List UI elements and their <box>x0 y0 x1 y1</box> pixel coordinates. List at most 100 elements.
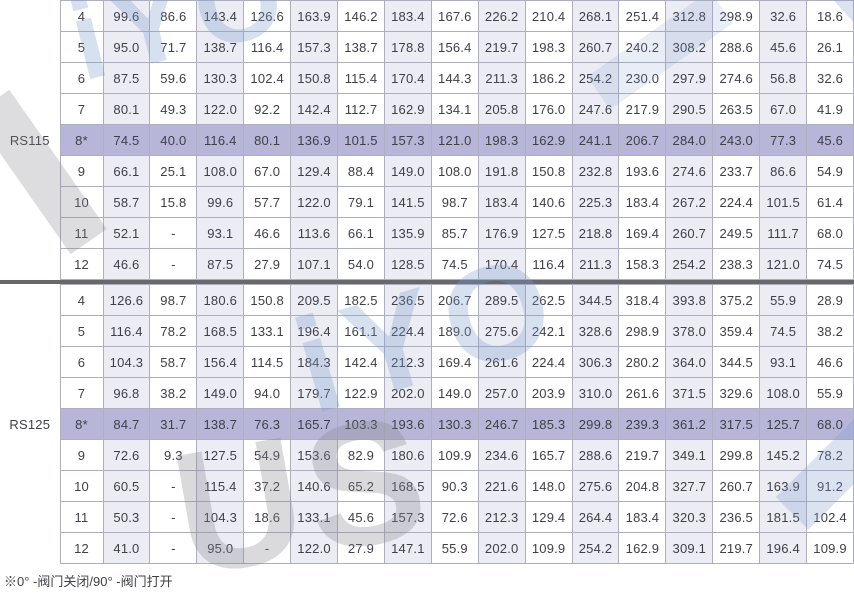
value-cell: 31.7 <box>149 408 198 440</box>
value-cell: 178.8 <box>383 31 432 63</box>
value-cell: 96.8 <box>102 377 151 409</box>
table-row: 5 116.4 78.2 168.5 133.1 196.4 161.1 224.4 189.0… <box>0 315 854 347</box>
table-row: 6 87.5 59.6 130.3 102.4 150.8 115.4 170.4 144.3 2… <box>0 62 854 94</box>
value-cell: 212.3 <box>477 501 526 533</box>
value-cell: 104.3 <box>102 346 151 378</box>
value-cell: 27.9 <box>243 248 292 280</box>
value-cell: 170.4 <box>383 62 432 94</box>
value-cell: 61.4 <box>806 186 854 218</box>
value-cell: 108.0 <box>196 155 245 187</box>
value-cell: 82.9 <box>337 439 385 471</box>
value-cell: 84.7 <box>102 408 151 440</box>
value-cell: 149.0 <box>430 377 479 409</box>
value-cell: 114.5 <box>243 346 292 378</box>
value-cell: 103.3 <box>337 408 385 440</box>
value-cell: 56.8 <box>759 62 808 94</box>
value-cell: 163.9 <box>290 0 339 32</box>
value-cell: 267.2 <box>665 186 714 218</box>
value-cell: - <box>149 532 198 564</box>
size-cell: 4 <box>59 0 104 32</box>
value-cell: 204.8 <box>618 470 667 502</box>
value-cell: 261.6 <box>618 377 667 409</box>
value-cell: - <box>243 532 292 564</box>
value-cell: 189.0 <box>430 315 479 347</box>
table-row: 12 46.6-87.5 27.9 107.1 54.0 128.5 74.5 170.4 11… <box>0 248 854 280</box>
value-cell: 249.5 <box>712 217 761 249</box>
value-cell: 219.7 <box>477 31 526 63</box>
value-cell: 203.9 <box>524 377 573 409</box>
value-cell: 280.2 <box>618 346 667 378</box>
value-cell: 128.5 <box>383 248 432 280</box>
table-row: 7 80.1 49.3 122.0 92.2 142.4 112.7 162.9 134.1 20… <box>0 93 854 125</box>
value-cell: 184.3 <box>290 346 339 378</box>
value-cell: 261.6 <box>477 346 526 378</box>
value-cell: 71.7 <box>149 31 198 63</box>
value-cell: 50.3 <box>102 501 151 533</box>
value-cell: 126.6 <box>102 284 151 316</box>
value-cell: 162.9 <box>524 124 573 156</box>
value-cell: 149.0 <box>196 377 245 409</box>
value-cell: 224.4 <box>712 186 761 218</box>
value-cell: 196.4 <box>290 315 339 347</box>
value-cell: 212.3 <box>383 346 432 378</box>
size-cell: 7 <box>59 93 104 125</box>
value-cell: 104.3 <box>196 501 245 533</box>
value-cell: 28.9 <box>806 284 854 316</box>
value-cell: 98.7 <box>149 284 198 316</box>
value-cell: 393.8 <box>665 284 714 316</box>
table-row: 7 96.8 38.2 149.0 94.0 179.7 122.9 202.0 149.0 25… <box>0 377 854 409</box>
value-cell: 38.2 <box>806 315 854 347</box>
value-cell: 59.6 <box>149 62 198 94</box>
value-cell: 246.7 <box>477 408 526 440</box>
value-cell: 78.2 <box>149 315 198 347</box>
section-label: RS125 <box>0 284 61 564</box>
value-cell: 129.4 <box>524 501 573 533</box>
value-cell: 54.9 <box>243 439 292 471</box>
value-cell: 247.6 <box>571 93 620 125</box>
value-cell: 183.4 <box>618 501 667 533</box>
value-cell: 193.6 <box>618 155 667 187</box>
value-cell: 289.5 <box>477 284 526 316</box>
value-cell: 129.4 <box>290 155 339 187</box>
value-cell: 310.0 <box>571 377 620 409</box>
value-cell: 254.2 <box>665 248 714 280</box>
value-cell: 46.6 <box>243 217 292 249</box>
value-cell: 57.7 <box>243 186 292 218</box>
value-cell: 91.2 <box>806 470 854 502</box>
value-cell: 176.0 <box>524 93 573 125</box>
value-cell: 317.5 <box>712 408 761 440</box>
value-cell: 46.6 <box>102 248 151 280</box>
table-row: 6 104.3 58.7 156.4 114.5 184.3 142.4 212.3 169.4… <box>0 346 854 378</box>
value-cell: - <box>149 217 198 249</box>
value-cell: 361.2 <box>665 408 714 440</box>
value-cell: 260.7 <box>571 31 620 63</box>
value-cell: 93.1 <box>196 217 245 249</box>
value-cell: 238.3 <box>712 248 761 280</box>
value-cell: 92.2 <box>243 93 292 125</box>
value-cell: 157.3 <box>290 31 339 63</box>
table-row: 9 72.6 9.3 127.5 54.9 153.6 82.9 180.6 109.9 234.… <box>0 439 854 471</box>
value-cell: 344.5 <box>712 346 761 378</box>
value-cell: 142.4 <box>290 93 339 125</box>
value-cell: 55.9 <box>430 532 479 564</box>
value-cell: 149.0 <box>383 155 432 187</box>
value-cell: 99.6 <box>102 0 151 32</box>
value-cell: 198.3 <box>524 31 573 63</box>
value-cell: 257.0 <box>477 377 526 409</box>
value-cell: 156.4 <box>430 31 479 63</box>
size-cell: 10 <box>59 186 104 218</box>
value-cell: 134.1 <box>430 93 479 125</box>
value-cell: 183.4 <box>383 0 432 32</box>
value-cell: 211.3 <box>571 248 620 280</box>
value-cell: 116.4 <box>524 248 573 280</box>
value-cell: 260.7 <box>712 470 761 502</box>
value-cell: 219.7 <box>712 532 761 564</box>
value-cell: 145.2 <box>759 439 808 471</box>
flow-table-rs115: RS115 4 99.6 86.6 143.4 126.6 163.9 146.2 183.4 1… <box>0 0 854 280</box>
value-cell: 95.0 <box>102 31 151 63</box>
table-row: 10 58.7 15.8 99.6 57.7 122.0 79.1 141.5 98.7 183.… <box>0 186 854 218</box>
value-cell: 275.6 <box>571 470 620 502</box>
value-cell: 141.5 <box>383 186 432 218</box>
value-cell: 226.2 <box>477 0 526 32</box>
